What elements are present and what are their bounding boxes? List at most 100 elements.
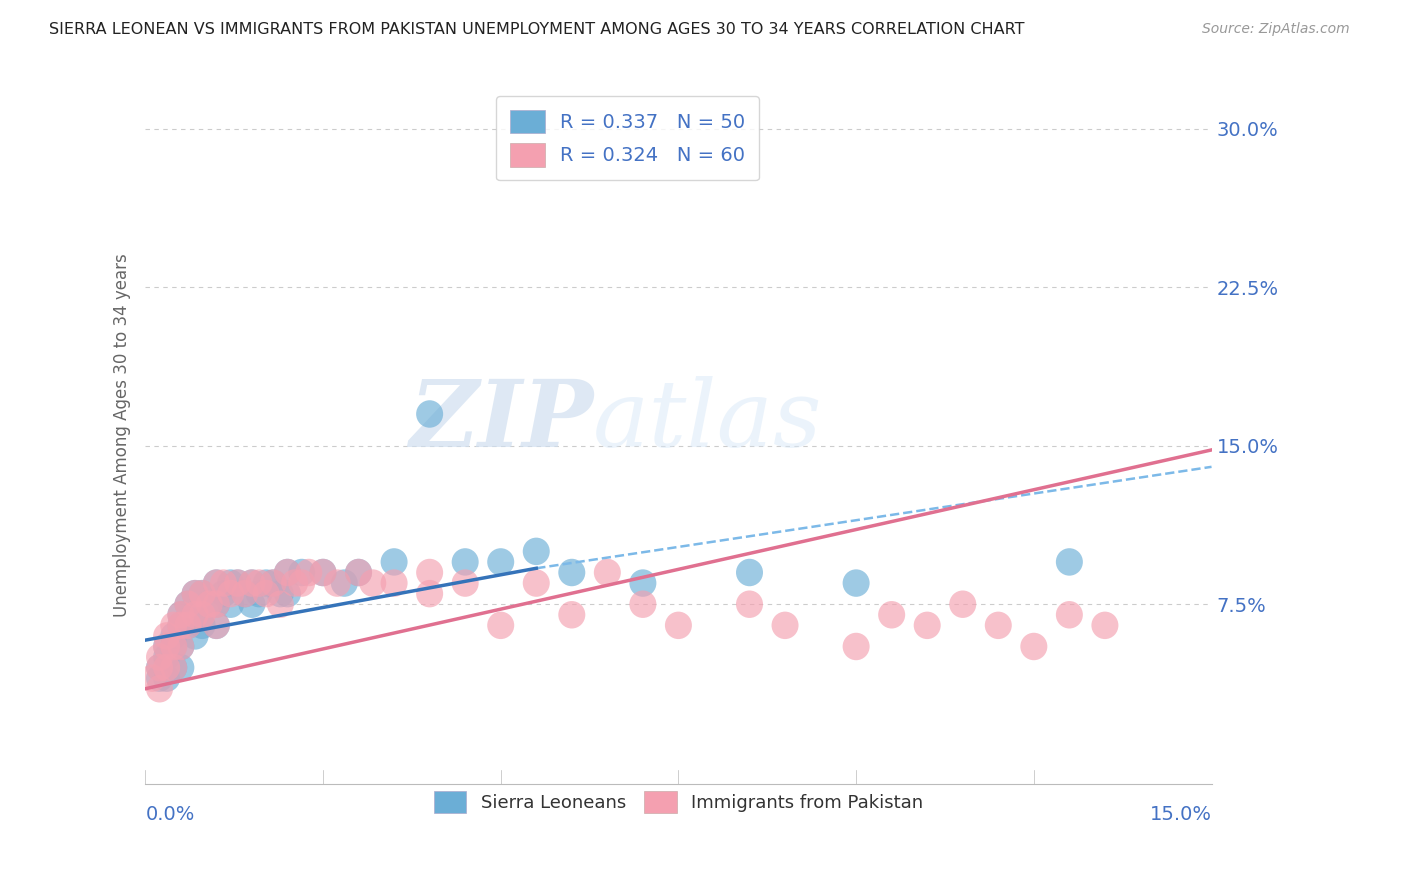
Ellipse shape: [246, 580, 273, 607]
Ellipse shape: [523, 569, 550, 597]
Ellipse shape: [593, 558, 621, 586]
Ellipse shape: [451, 549, 478, 575]
Ellipse shape: [181, 580, 208, 607]
Ellipse shape: [735, 591, 763, 618]
Ellipse shape: [167, 612, 194, 639]
Ellipse shape: [735, 558, 763, 586]
Ellipse shape: [181, 601, 208, 629]
Ellipse shape: [281, 569, 308, 597]
Ellipse shape: [381, 569, 408, 597]
Ellipse shape: [488, 549, 515, 575]
Ellipse shape: [253, 569, 280, 597]
Ellipse shape: [232, 580, 259, 607]
Ellipse shape: [451, 569, 478, 597]
Ellipse shape: [202, 612, 231, 639]
Ellipse shape: [274, 558, 301, 586]
Text: SIERRA LEONEAN VS IMMIGRANTS FROM PAKISTAN UNEMPLOYMENT AMONG AGES 30 TO 34 YEAR: SIERRA LEONEAN VS IMMIGRANTS FROM PAKIST…: [49, 22, 1025, 37]
Ellipse shape: [167, 632, 194, 660]
Ellipse shape: [153, 632, 180, 660]
Ellipse shape: [153, 643, 180, 671]
Ellipse shape: [224, 569, 252, 597]
Ellipse shape: [288, 558, 315, 586]
Ellipse shape: [153, 623, 180, 649]
Ellipse shape: [949, 591, 976, 618]
Ellipse shape: [842, 569, 870, 597]
Ellipse shape: [488, 612, 515, 639]
Ellipse shape: [181, 601, 208, 629]
Ellipse shape: [160, 612, 187, 639]
Ellipse shape: [274, 558, 301, 586]
Ellipse shape: [167, 632, 194, 660]
Ellipse shape: [1021, 632, 1047, 660]
Ellipse shape: [167, 654, 194, 681]
Ellipse shape: [160, 654, 187, 681]
Ellipse shape: [309, 558, 336, 586]
Ellipse shape: [188, 601, 215, 629]
Ellipse shape: [195, 591, 222, 618]
Ellipse shape: [224, 569, 252, 597]
Ellipse shape: [842, 632, 870, 660]
Ellipse shape: [146, 654, 173, 681]
Ellipse shape: [1056, 601, 1083, 629]
Ellipse shape: [153, 665, 180, 692]
Ellipse shape: [181, 623, 208, 649]
Ellipse shape: [416, 558, 443, 586]
Ellipse shape: [160, 654, 187, 681]
Ellipse shape: [209, 580, 238, 607]
Ellipse shape: [146, 675, 173, 703]
Ellipse shape: [665, 612, 692, 639]
Text: 15.0%: 15.0%: [1150, 805, 1212, 824]
Ellipse shape: [1091, 612, 1118, 639]
Ellipse shape: [167, 601, 194, 629]
Ellipse shape: [416, 401, 443, 428]
Ellipse shape: [167, 612, 194, 639]
Ellipse shape: [344, 558, 373, 586]
Ellipse shape: [153, 654, 180, 681]
Ellipse shape: [202, 612, 231, 639]
Ellipse shape: [260, 569, 287, 597]
Ellipse shape: [381, 549, 408, 575]
Ellipse shape: [309, 558, 336, 586]
Ellipse shape: [174, 612, 201, 639]
Ellipse shape: [160, 632, 187, 660]
Ellipse shape: [246, 569, 273, 597]
Ellipse shape: [146, 665, 173, 692]
Ellipse shape: [160, 632, 187, 660]
Ellipse shape: [330, 569, 359, 597]
Ellipse shape: [260, 569, 287, 597]
Ellipse shape: [202, 591, 231, 618]
Ellipse shape: [416, 580, 443, 607]
Ellipse shape: [239, 591, 266, 618]
Ellipse shape: [239, 569, 266, 597]
Ellipse shape: [181, 580, 208, 607]
Ellipse shape: [188, 580, 215, 607]
Ellipse shape: [217, 580, 245, 607]
Text: Source: ZipAtlas.com: Source: ZipAtlas.com: [1202, 22, 1350, 37]
Ellipse shape: [267, 580, 294, 607]
Ellipse shape: [253, 580, 280, 607]
Ellipse shape: [295, 558, 322, 586]
Ellipse shape: [195, 591, 222, 618]
Ellipse shape: [630, 591, 657, 618]
Ellipse shape: [879, 601, 905, 629]
Ellipse shape: [139, 665, 166, 692]
Ellipse shape: [209, 569, 238, 597]
Y-axis label: Unemployment Among Ages 30 to 34 years: Unemployment Among Ages 30 to 34 years: [114, 253, 131, 617]
Ellipse shape: [267, 591, 294, 618]
Ellipse shape: [984, 612, 1012, 639]
Ellipse shape: [558, 558, 585, 586]
Ellipse shape: [558, 601, 585, 629]
Ellipse shape: [914, 612, 941, 639]
Ellipse shape: [202, 591, 231, 618]
Ellipse shape: [360, 569, 387, 597]
Ellipse shape: [274, 580, 301, 607]
Ellipse shape: [188, 612, 215, 639]
Ellipse shape: [188, 580, 215, 607]
Ellipse shape: [146, 654, 173, 681]
Ellipse shape: [344, 558, 373, 586]
Text: 0.0%: 0.0%: [145, 805, 194, 824]
Ellipse shape: [174, 591, 201, 618]
Ellipse shape: [174, 612, 201, 639]
Ellipse shape: [153, 632, 180, 660]
Legend: Sierra Leoneans, Immigrants from Pakistan: Sierra Leoneans, Immigrants from Pakista…: [426, 784, 931, 820]
